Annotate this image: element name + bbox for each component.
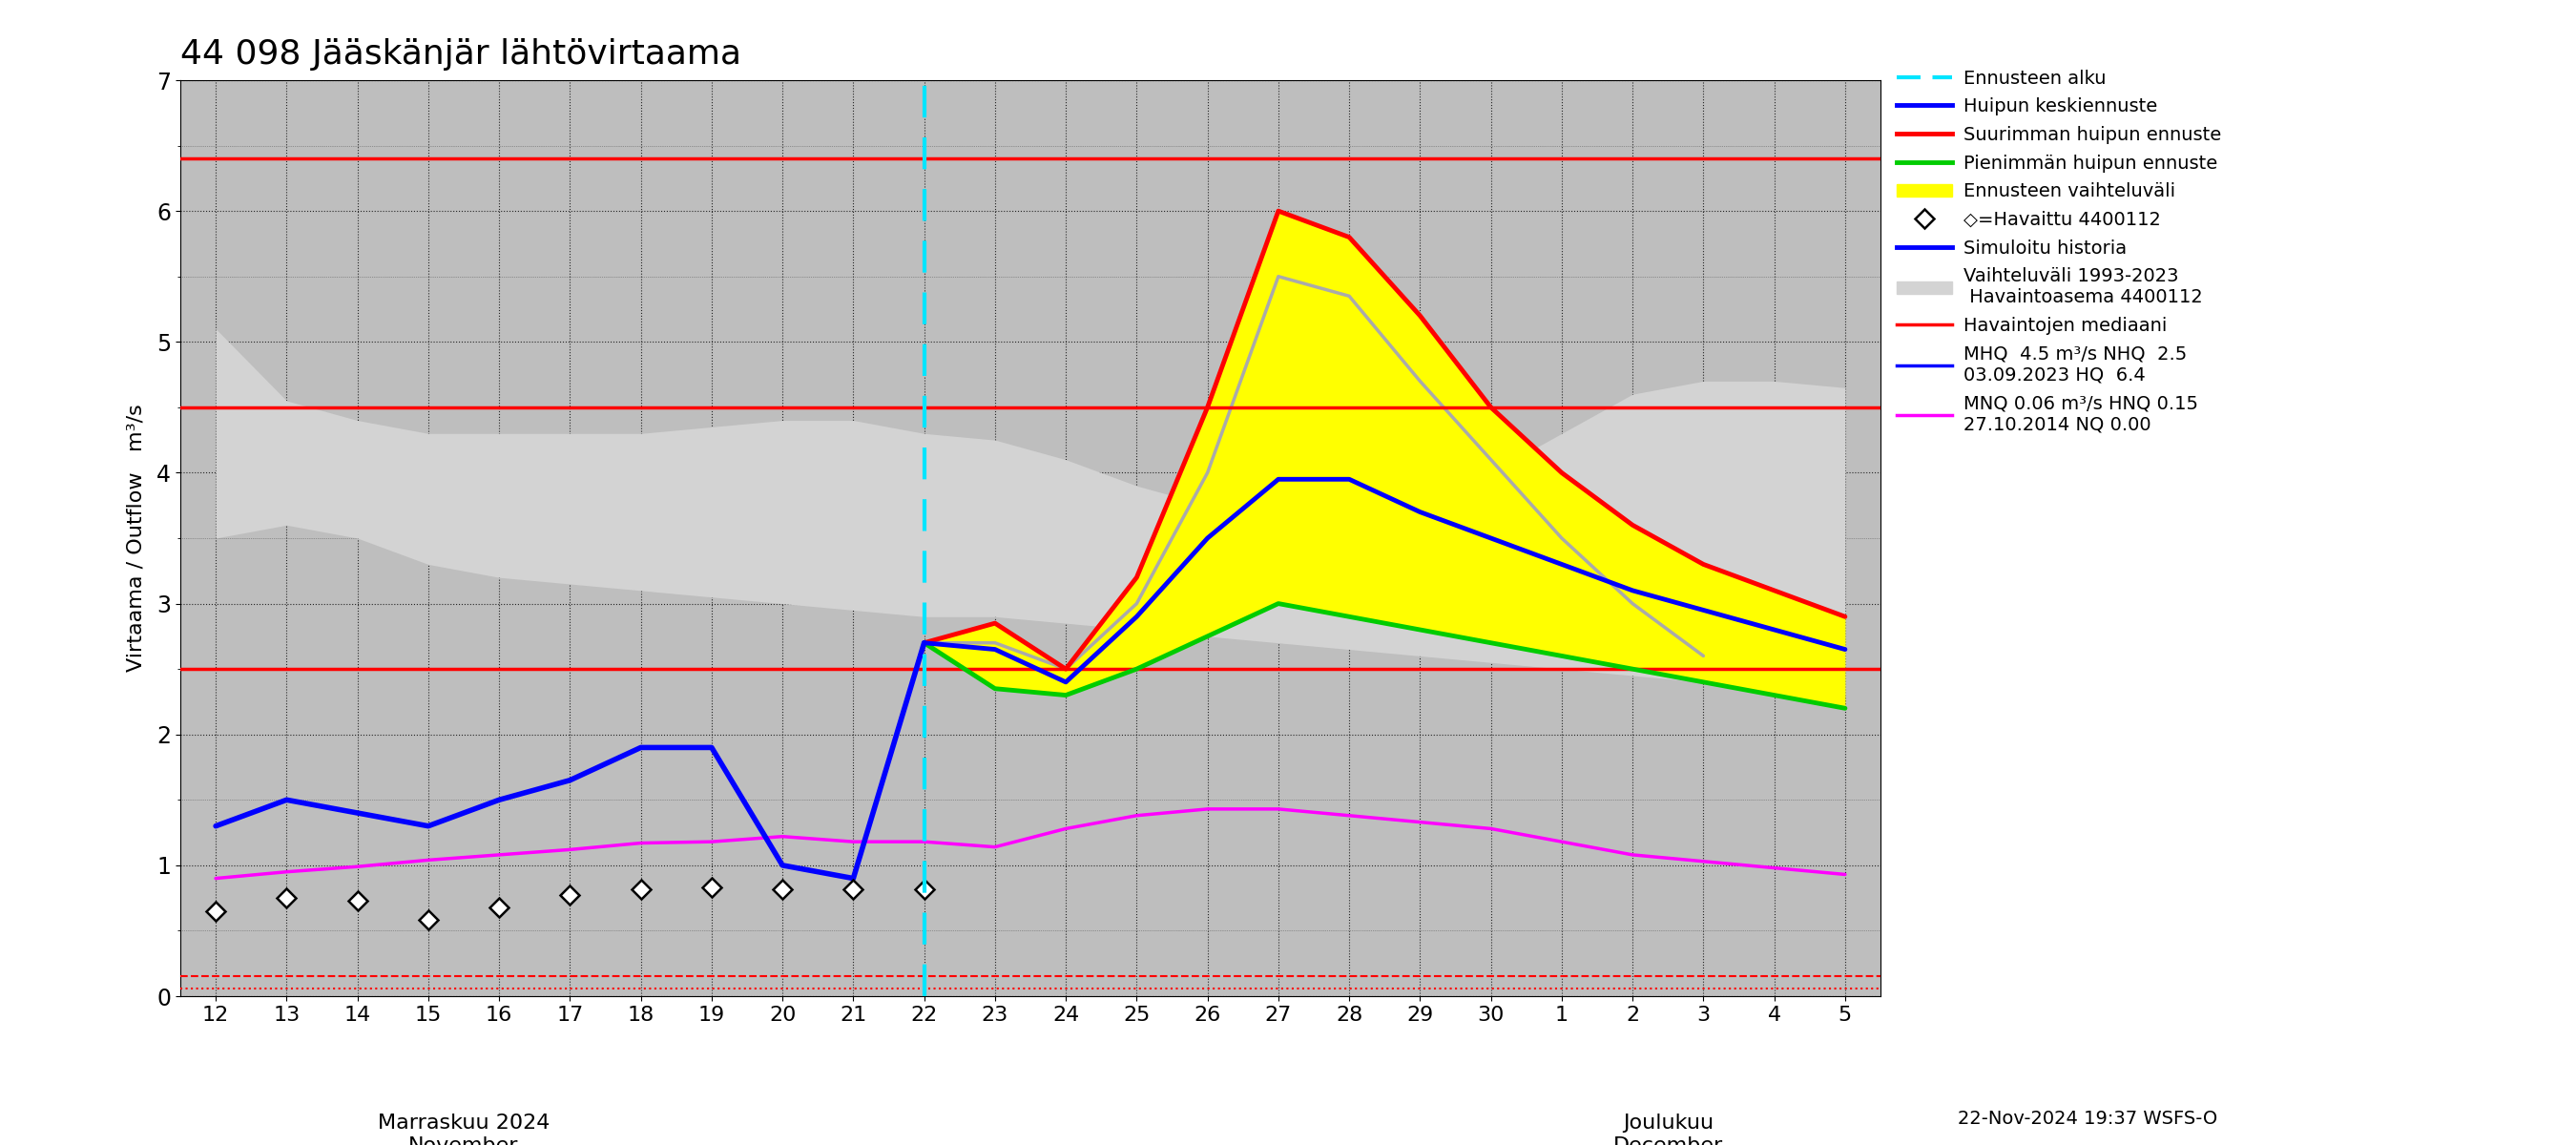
Text: 44 098 Jääskänjär lähtövirtaama: 44 098 Jääskänjär lähtövirtaama [180,39,742,71]
Text: 22-Nov-2024 19:37 WSFS-O: 22-Nov-2024 19:37 WSFS-O [1958,1110,2218,1128]
Text: Joulukuu
December: Joulukuu December [1613,1114,1723,1145]
Legend: Ennusteen alku, Huipun keskiennuste, Suurimman huipun ennuste, Pienimmän huipun : Ennusteen alku, Huipun keskiennuste, Suu… [1888,62,2228,441]
Y-axis label: Virtaama / Outflow   m³/s: Virtaama / Outflow m³/s [126,404,147,672]
Text: Marraskuu 2024
November: Marraskuu 2024 November [379,1114,549,1145]
